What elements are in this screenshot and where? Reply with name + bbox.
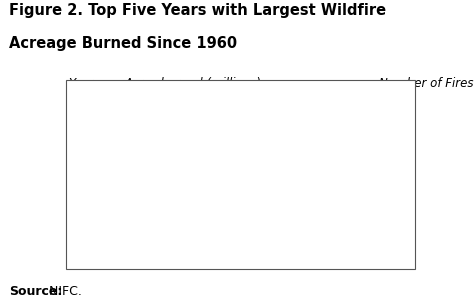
Text: 71.5: 71.5: [385, 133, 411, 143]
Text: Number of Fires: Number of Fires: [379, 77, 474, 90]
Text: 2007: 2007: [72, 203, 109, 216]
Circle shape: [388, 231, 408, 260]
Bar: [112, 235, 347, 256]
Circle shape: [388, 88, 408, 116]
Text: Year: Year: [68, 77, 93, 90]
Text: Source:: Source:: [9, 285, 63, 297]
Bar: [112, 127, 365, 148]
Text: Figure 2. Top Five Years with Largest Wildfire: Figure 2. Top Five Years with Largest Wi…: [9, 3, 387, 18]
Text: 2017: 2017: [72, 131, 109, 144]
Circle shape: [388, 159, 408, 188]
Text: 2006: 2006: [72, 167, 109, 180]
Text: Acreage Burned Since 1960: Acreage Burned Since 1960: [9, 36, 237, 51]
Circle shape: [388, 195, 408, 224]
Circle shape: [388, 124, 408, 152]
Text: 67.8: 67.8: [385, 240, 411, 250]
Text: 9.87: 9.87: [328, 167, 357, 180]
Bar: [112, 199, 347, 220]
Text: 2012: 2012: [72, 239, 109, 252]
Text: 10.03: 10.03: [325, 131, 362, 144]
Text: 9.33: 9.33: [315, 239, 344, 252]
Text: 85.7: 85.7: [385, 204, 411, 214]
Bar: [112, 163, 361, 184]
Bar: [112, 91, 367, 112]
Text: 10.13: 10.13: [327, 95, 364, 108]
Text: 68.2: 68.2: [385, 97, 411, 107]
Text: Acres burned (millions): Acres burned (millions): [125, 77, 262, 90]
Text: 2015: 2015: [72, 95, 109, 108]
Text: 9.33: 9.33: [315, 203, 344, 216]
Text: 96.4: 96.4: [385, 169, 411, 178]
Text: NIFC.: NIFC.: [45, 285, 82, 297]
